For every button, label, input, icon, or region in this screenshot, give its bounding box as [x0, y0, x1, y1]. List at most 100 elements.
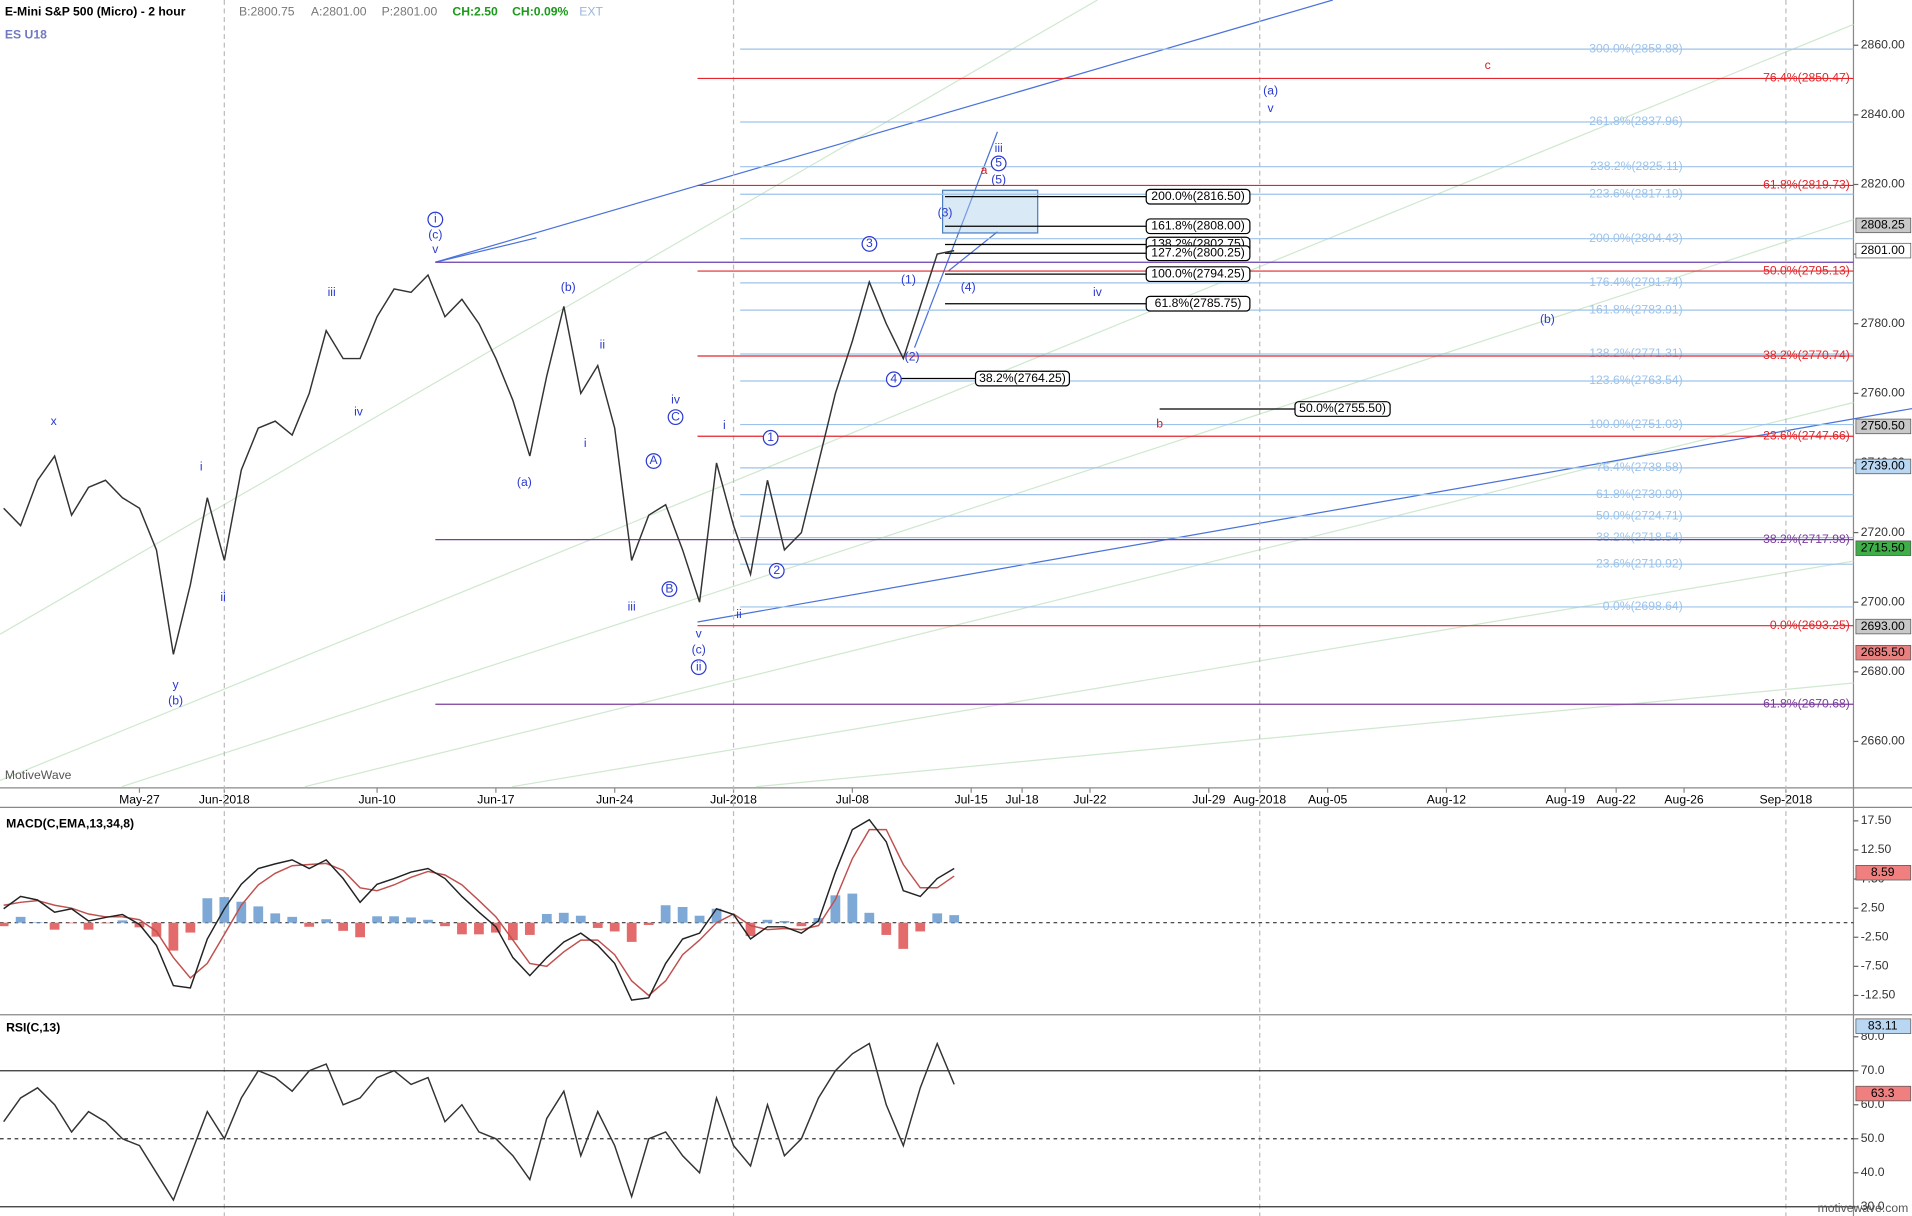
histogram-bar: [355, 922, 365, 938]
y-tick-label: 2780.00: [1861, 316, 1905, 330]
wave-label: (3): [938, 206, 953, 220]
price-tag: [1855, 644, 1912, 661]
histogram-bar: [711, 908, 722, 923]
wave-circle: [762, 429, 779, 446]
y-tick-label: 2820.00: [1861, 177, 1905, 191]
trend-line: [913, 131, 999, 348]
y-tick-label: 2700.00: [1861, 594, 1905, 608]
x-tick-label: Aug-19: [1546, 792, 1586, 806]
wave-label: (1): [901, 273, 916, 287]
wave-label: b: [1156, 417, 1163, 431]
wave-label: (c): [692, 642, 706, 656]
wave-circle: [690, 659, 707, 676]
wave-label: iii: [995, 141, 1003, 155]
wave-label: v: [432, 242, 439, 256]
x-tick-label: Jul-15: [955, 792, 988, 806]
y-tick-label: 2760.00: [1861, 386, 1905, 400]
x-tick-label: Jun-10: [358, 792, 395, 806]
price-tag: [1855, 242, 1912, 259]
fan-line: [121, 218, 1854, 788]
price-tag: [1855, 540, 1912, 556]
level-label: 176.4%(2791.74): [1589, 275, 1683, 289]
histogram-bar: [253, 906, 264, 923]
level-label: 76.4%(2850.47): [1763, 71, 1850, 85]
wave-label: iv: [671, 392, 681, 406]
price-line: [3, 249, 955, 655]
wave-label: (4): [961, 280, 976, 294]
level-label-box: [1145, 266, 1251, 283]
level-label: 138.2%(2771.31): [1589, 346, 1683, 360]
x-tick-label: Jul-29: [1192, 792, 1225, 806]
histogram-bar: [270, 913, 281, 923]
level-label: 50.0%(2755.50): [1299, 401, 1386, 415]
y-tick-label: 2660.00: [1861, 734, 1905, 748]
histogram-bar: [524, 922, 535, 935]
wave-label: 3: [866, 236, 873, 250]
histogram-bar: [457, 922, 467, 935]
trend-line: [697, 407, 1912, 623]
wave-label: 5: [995, 156, 1002, 170]
price-tag-label: 2801.00: [1861, 243, 1905, 257]
histogram-bar: [287, 916, 298, 923]
y-tick-label: -7.50: [1861, 959, 1889, 973]
y-tick-label: -12.50: [1861, 988, 1896, 1002]
fan-line: [512, 560, 1854, 788]
level-label: 38.2%(2770.74): [1763, 348, 1850, 362]
histogram-bar: [847, 893, 858, 923]
level-label-box: [1294, 401, 1391, 417]
watermark: MotiveWave: [5, 768, 72, 782]
wave-label: x: [51, 414, 57, 428]
wave-circle: [645, 453, 662, 469]
level-label: 123.6%(2763.54): [1589, 373, 1683, 387]
wave-label: ii: [736, 607, 741, 621]
wave-circle: [661, 581, 678, 598]
footer: motivewave.com: [1818, 1201, 1909, 1215]
y-tick-label: 30.0: [1861, 1199, 1885, 1213]
quote: B:2800.75: [239, 4, 295, 18]
histogram-bar: [321, 919, 332, 923]
level-label: 76.4%(2738.58): [1596, 460, 1683, 474]
x-tick-label: May-27: [119, 792, 160, 806]
price-tag-label: 2715.50: [1861, 540, 1905, 554]
quote: EXT: [579, 4, 603, 18]
x-tick-label: Aug-22: [1597, 792, 1637, 806]
wave-label: (5): [991, 173, 1006, 187]
level-label: 61.8%(2819.73): [1763, 178, 1850, 192]
level-label: 223.6%(2817.19): [1589, 186, 1683, 200]
x-tick-label: Aug-12: [1427, 792, 1467, 806]
price-tag: [1855, 618, 1912, 635]
y-tick-label: 2.50: [1861, 900, 1885, 914]
level-label-box: [1145, 295, 1251, 312]
histogram-bar: [694, 915, 705, 923]
wave-label: (a): [517, 475, 532, 489]
price-tag: [1855, 458, 1912, 475]
x-tick-label: Jun-24: [596, 792, 633, 806]
histogram-bar: [338, 922, 349, 931]
wave-label: iii: [328, 285, 336, 299]
wave-circle: [990, 155, 1007, 172]
level-label: 127.2%(2800.25): [1151, 245, 1245, 259]
wave-label: i: [723, 418, 726, 432]
histogram-bar: [626, 922, 637, 942]
histogram-bar: [474, 922, 484, 935]
level-label: 50.0%(2724.71): [1596, 508, 1683, 522]
wave-label: ii: [696, 659, 701, 673]
wave-label: (b): [1540, 312, 1555, 326]
histogram-bar: [660, 905, 671, 923]
wave-label: ii: [220, 590, 225, 604]
level-label-box: [1145, 245, 1251, 262]
quote: CH:2.50: [452, 4, 498, 18]
histogram-bar: [406, 917, 416, 923]
indicator-line: [3, 828, 955, 997]
wave-label: iv: [1093, 285, 1103, 299]
y-tick-label: 2840.00: [1861, 107, 1905, 121]
level-label: 161.8%(2783.91): [1589, 302, 1683, 316]
level-label: 100.0%(2794.25): [1151, 266, 1245, 280]
wave-label: 2: [773, 563, 780, 577]
level-label: 61.8%(2670.68): [1763, 696, 1850, 710]
histogram-bar: [440, 922, 450, 927]
x-tick-label: Jun-17: [477, 792, 514, 806]
